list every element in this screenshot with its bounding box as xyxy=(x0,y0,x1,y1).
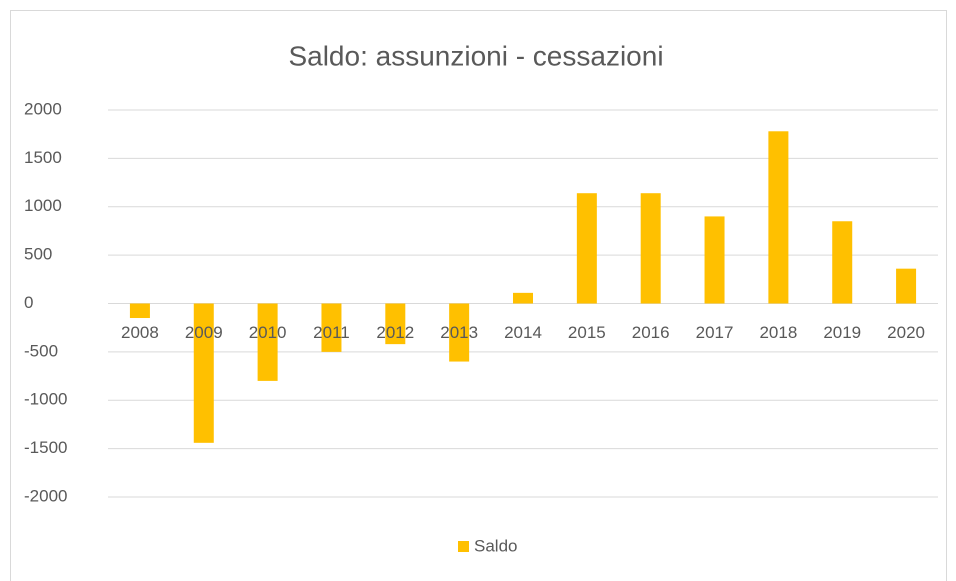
bar xyxy=(257,303,278,381)
y-tick-label: -500 xyxy=(24,341,58,360)
x-tick-label: 2017 xyxy=(696,323,734,342)
x-tick-label: 2019 xyxy=(823,323,861,342)
y-tick-label: -1000 xyxy=(24,390,67,409)
y-tick-label: 2000 xyxy=(24,99,62,118)
bar xyxy=(321,303,342,352)
y-tick-label: 1500 xyxy=(24,148,62,167)
bar xyxy=(513,292,533,304)
x-tick-label: 2018 xyxy=(759,323,797,342)
legend-swatch xyxy=(458,541,469,552)
y-tick-label: -1500 xyxy=(24,438,67,457)
chart-border xyxy=(10,10,947,581)
y-tick-label: 1000 xyxy=(24,196,62,215)
bar xyxy=(896,268,917,304)
x-tick-label: 2008 xyxy=(121,323,159,342)
x-tick-label: 2015 xyxy=(568,323,606,342)
x-tick-label: 2020 xyxy=(887,323,925,342)
bar xyxy=(449,303,470,362)
x-tick-label: 2013 xyxy=(440,323,478,342)
bar xyxy=(129,303,150,319)
x-tick-label: 2014 xyxy=(504,323,542,342)
bar xyxy=(385,303,406,345)
x-tick-label: 2010 xyxy=(249,323,287,342)
x-tick-label: 2011 xyxy=(313,323,350,342)
bar xyxy=(704,216,725,304)
x-tick-label: 2012 xyxy=(376,323,414,342)
bar xyxy=(640,193,661,304)
x-tick-label: 2009 xyxy=(185,323,223,342)
bar xyxy=(576,193,597,304)
bar xyxy=(832,221,853,304)
y-tick-label: 0 xyxy=(24,293,33,312)
bar xyxy=(768,131,789,304)
legend-label: Saldo xyxy=(474,536,517,555)
y-tick-label: 500 xyxy=(24,245,52,264)
y-tick-label: -2000 xyxy=(24,486,67,505)
chart-title: Saldo: assunzioni - cessazioni xyxy=(288,40,663,71)
bar xyxy=(193,303,214,443)
x-tick-label: 2016 xyxy=(632,323,670,342)
